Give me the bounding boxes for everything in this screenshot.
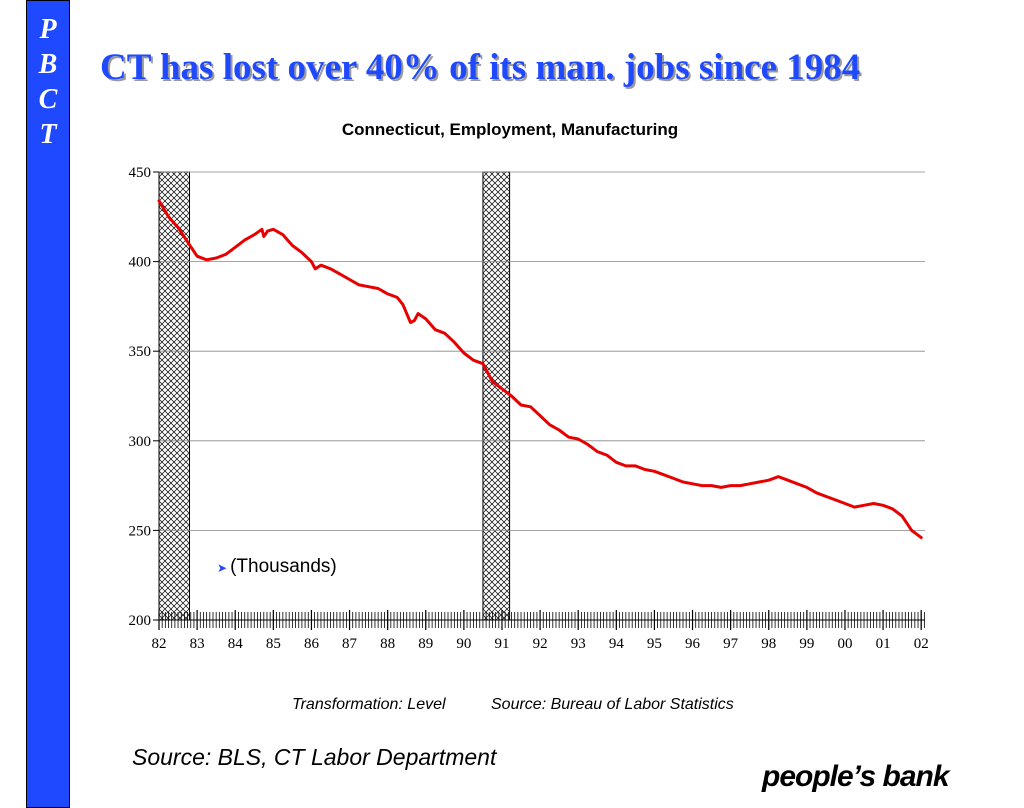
slide-title: CT has lost over 40% of its man. jobs si… (100, 47, 861, 88)
units-label: (Thousands) (230, 556, 337, 577)
x-tick-label: 84 (228, 636, 244, 652)
x-tick-label: 83 (190, 636, 205, 652)
y-tick-label: 200 (129, 613, 152, 629)
sidebar-bar: P B C T (26, 0, 70, 808)
x-tick-label: 90 (456, 636, 471, 652)
y-tick-label: 350 (129, 344, 152, 360)
x-tick-label: 98 (761, 636, 776, 652)
x-tick-label: 01 (876, 636, 891, 652)
transformation-label: Transformation: Level (292, 696, 446, 713)
y-tick-label: 300 (129, 434, 152, 450)
x-tick-label: 85 (266, 636, 281, 652)
x-tick-label: 02 (914, 636, 929, 652)
axes (158, 172, 925, 621)
x-tick-label: 82 (152, 636, 167, 652)
arrow-bullet-icon: ➤ (217, 561, 228, 575)
x-tick-label: 94 (609, 636, 625, 652)
sidebar-letter: C (38, 84, 58, 115)
x-tick-label: 93 (571, 636, 586, 652)
x-tick-label: 95 (647, 636, 662, 652)
x-tick-label: 89 (418, 636, 433, 652)
x-tick-label: 00 (837, 636, 852, 652)
x-tick-label: 91 (494, 636, 509, 652)
x-tick-label: 87 (342, 636, 358, 652)
x-axis-ticks: 82 83 84 85 86 87 88 89 90 91 92 93 94 95 96 97 98 99 00 01… (152, 610, 929, 652)
peoples-bank-logo: people’s bank (762, 760, 950, 793)
x-tick-label: 88 (380, 636, 395, 652)
recession-bands (158, 171, 511, 621)
series-group (157, 199, 923, 540)
y-axis-ticks: 200 250 300 350 400 450 (129, 165, 159, 629)
x-tick-label: 96 (685, 636, 701, 652)
y-tick-label: 450 (129, 165, 152, 181)
sidebar-letter: B (38, 49, 58, 80)
y-tick-label: 400 (129, 255, 152, 271)
units-note: ➤ (Thousands) (217, 556, 337, 578)
footer-source: Source: BLS, CT Labor Department (132, 744, 497, 770)
chart-source-label: Source: Bureau of Labor Statistics (491, 696, 734, 713)
recession-band (482, 171, 511, 621)
chart-title: Connecticut, Employment, Manufacturing (341, 120, 679, 139)
series-line (157, 199, 923, 540)
gridlines (159, 171, 925, 531)
line-chart: 200 250 300 350 400 450 82 83 84 85 86 87 88 89 90 91 9… (129, 165, 929, 652)
y-tick-label: 250 (129, 523, 152, 539)
x-tick-label: 97 (723, 636, 739, 652)
sidebar-letter: P (39, 14, 57, 45)
x-tick-label: 92 (533, 636, 548, 652)
x-tick-label: 99 (799, 636, 814, 652)
x-tick-label: 86 (304, 636, 320, 652)
sidebar-letter: T (39, 119, 57, 150)
recession-band (158, 171, 190, 621)
